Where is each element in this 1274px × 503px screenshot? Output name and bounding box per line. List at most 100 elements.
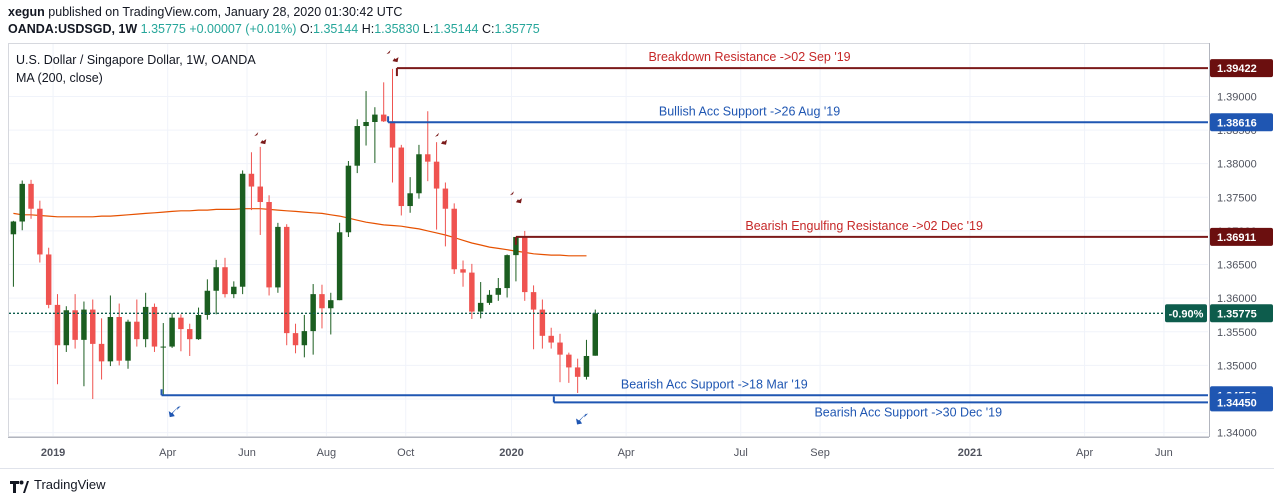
- candle-body: [186, 329, 193, 340]
- sell-signal-icon: [509, 191, 522, 204]
- candle-body: [416, 154, 422, 194]
- publish-line: xegun published on TradingView.com, Janu…: [8, 5, 402, 19]
- rocket-fin-shape: [509, 191, 514, 196]
- candle: [90, 299, 96, 400]
- level-annotation: Bearish Acc Support ->18 Mar '19: [621, 377, 808, 391]
- candle: [319, 284, 325, 329]
- candle-body: [592, 313, 599, 356]
- candle-body: [134, 321, 140, 340]
- rocket-up-shape: [168, 405, 180, 418]
- candle: [469, 263, 475, 320]
- price-axis[interactable]: [1209, 43, 1274, 437]
- candle-body: [407, 193, 413, 207]
- candle: [372, 107, 378, 164]
- candle: [72, 294, 78, 349]
- rocket-down-shape: [255, 133, 267, 145]
- rocket-fin-shape: [176, 406, 181, 411]
- x-tick-label: Aug: [317, 447, 337, 459]
- y-tick-label: 1.35500: [1217, 327, 1257, 339]
- candle: [134, 299, 140, 347]
- candle-body: [522, 236, 528, 293]
- candle: [522, 230, 528, 301]
- candle-body: [495, 288, 502, 295]
- candle-body: [195, 314, 202, 340]
- level-price-label: 1.34450: [1217, 397, 1257, 409]
- change-label: -0.90%: [1169, 308, 1204, 320]
- candle-body: [10, 221, 17, 235]
- candle-body: [37, 208, 43, 255]
- candle-body: [433, 161, 440, 189]
- candle: [345, 160, 352, 237]
- ma-indicator-title[interactable]: MA (200, close): [16, 71, 103, 85]
- rocket-fin-shape: [254, 132, 259, 137]
- rocket-fin-shape: [584, 413, 589, 418]
- candle: [28, 179, 34, 219]
- candle-body: [90, 309, 96, 344]
- candle: [442, 182, 449, 247]
- open-value: 1.35144: [313, 22, 359, 36]
- candle: [336, 222, 343, 301]
- x-tick-label: Jun: [1155, 447, 1173, 459]
- candle-body: [19, 183, 25, 222]
- candle: [266, 195, 272, 296]
- candle-body: [513, 236, 519, 256]
- footer-brand[interactable]: TradingView: [34, 477, 106, 492]
- rocket-fin-shape: [386, 50, 391, 55]
- time-axis[interactable]: [8, 437, 1209, 466]
- series-title[interactable]: U.S. Dollar / Singapore Dollar, 1W, OAND…: [16, 53, 256, 67]
- close-value: 1.35775: [494, 22, 540, 36]
- candle: [19, 180, 25, 231]
- candle: [178, 314, 184, 352]
- candle-body: [63, 310, 70, 346]
- chart-plot-area[interactable]: [8, 43, 1209, 437]
- candle-body: [231, 286, 237, 295]
- candle-body: [160, 346, 167, 348]
- candle: [292, 323, 299, 354]
- candle-body: [213, 267, 219, 291]
- candle: [407, 177, 413, 213]
- symbol-label[interactable]: OANDA:USDSGD, 1W: [8, 22, 138, 36]
- tradingview-logo-icon[interactable]: [9, 477, 29, 495]
- last-price-badge: [1210, 304, 1273, 323]
- candle-body: [451, 208, 457, 270]
- candle: [10, 220, 17, 287]
- y-tick-label: 1.36000: [1217, 293, 1257, 305]
- ohlc-line: OANDA:USDSGD, 1W 1.35775 +0.00007 (+0.01…: [8, 22, 540, 36]
- last-price-value: 1.35775: [140, 22, 186, 36]
- candle-body: [310, 294, 316, 332]
- level-annotation: Breakdown Resistance ->02 Sep '19: [648, 50, 850, 64]
- sell-signal-icon: [254, 132, 267, 145]
- candle-body: [486, 294, 493, 303]
- candle: [310, 284, 316, 355]
- x-tick-label: Oct: [397, 447, 414, 459]
- level-price-label: 1.38616: [1217, 117, 1257, 129]
- candle: [354, 119, 360, 174]
- x-tick-label: 2019: [41, 447, 65, 459]
- candle-body: [460, 269, 466, 273]
- candle-body: [142, 306, 149, 340]
- candle-body: [178, 317, 184, 330]
- level-annotation: Bearish Engulfing Resistance ->02 Dec '1…: [745, 219, 983, 233]
- candle: [504, 254, 510, 298]
- candle: [363, 91, 369, 146]
- x-tick-label: Apr: [159, 447, 176, 459]
- high-value: 1.35830: [374, 22, 420, 36]
- x-tick-label: Jul: [734, 447, 748, 459]
- candle: [486, 290, 493, 305]
- candle: [125, 319, 131, 369]
- level-annotation: Bullish Acc Support ->26 Aug '19: [659, 104, 840, 118]
- candle: [231, 281, 237, 299]
- price-change-value: +0.00007 (+0.01%): [189, 22, 297, 36]
- candle-body: [116, 316, 122, 361]
- buy-signal-icon: [168, 405, 181, 418]
- candle-body: [380, 114, 387, 122]
- author-name[interactable]: xegun: [8, 5, 45, 19]
- level-price-label: 1.39422: [1217, 63, 1257, 75]
- candle-body: [557, 342, 563, 355]
- candle-body: [28, 183, 34, 209]
- candle: [45, 247, 52, 309]
- candle-body: [398, 147, 405, 207]
- candle: [186, 323, 193, 356]
- level-price-badge: [1210, 227, 1273, 246]
